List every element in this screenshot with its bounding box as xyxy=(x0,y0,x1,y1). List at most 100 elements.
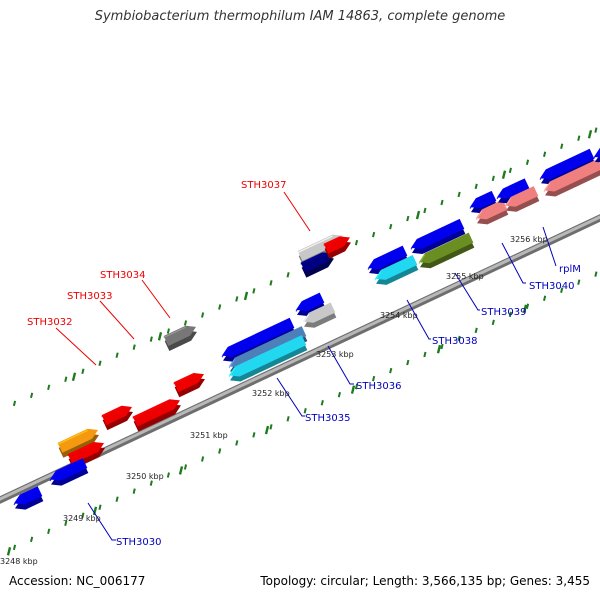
tick-dots-upper-dot xyxy=(286,272,290,278)
tick-dots-upper-dot xyxy=(389,223,393,230)
tick-dots-lower-dot xyxy=(337,391,341,398)
gene-STH3032-highlight xyxy=(67,442,94,457)
tick-dots-lower-dot xyxy=(235,440,239,446)
tick-dots-upper-dot xyxy=(235,296,239,302)
gene-STH3037-highlight xyxy=(323,237,340,246)
leader-STH3035 xyxy=(276,377,305,417)
major-tick-lower xyxy=(264,425,270,435)
gene-blue-g-face xyxy=(540,148,595,180)
gene-STH3036-highlight xyxy=(302,313,310,324)
tick-dots-layer xyxy=(0,127,598,556)
gene-blue-b xyxy=(295,292,326,317)
major-tick-upper xyxy=(501,170,507,179)
tick-dots-upper-dot xyxy=(81,368,85,374)
gene-salmon-a-highlight xyxy=(475,210,483,221)
scale-label-7: 3255 kbp xyxy=(446,272,484,281)
tick-dots-upper-dot xyxy=(372,231,376,238)
tick-dots-lower-dot xyxy=(457,335,461,342)
leader-STH3030 xyxy=(87,502,116,541)
tick-dots-upper-dot xyxy=(98,360,102,366)
leader-STH3037 xyxy=(283,191,311,232)
gene-steel-highlight xyxy=(228,358,236,369)
gene-STH3039 xyxy=(418,232,475,269)
gene-blue-b-highlight xyxy=(295,302,303,312)
tick-dots-upper-dot xyxy=(30,392,34,399)
major-tick-upper xyxy=(71,372,77,382)
gene-blue-c-face xyxy=(368,245,408,270)
gene-rplM-face xyxy=(544,159,600,192)
tick-dots-lower-dot xyxy=(372,375,376,382)
scale-label-2: 3250 kbp xyxy=(126,472,164,481)
leader-STH3039 xyxy=(454,272,480,311)
tick-dots-lower-dot xyxy=(286,416,290,422)
gene-blue-e-highlight xyxy=(469,199,477,209)
gene-blue-h-highlight xyxy=(593,149,600,159)
gene-navy xyxy=(300,252,334,278)
label-STH3038: STH3038 xyxy=(432,336,477,347)
gene-STH3030b xyxy=(49,458,89,486)
tick-dots-lower-dot xyxy=(47,528,51,535)
gene-blue-e-face xyxy=(470,190,497,209)
gene-salmon-b-face xyxy=(505,186,539,207)
tick-dots-upper-dot xyxy=(218,304,222,310)
gene-STH3030b-highlight xyxy=(49,471,57,482)
leader-STH3034 xyxy=(141,279,171,319)
label-rplM: rplM xyxy=(559,264,581,275)
gene-STH3039-face xyxy=(419,232,474,264)
tick-dots-lower-dot xyxy=(30,536,34,543)
gene-gray-highlight xyxy=(163,326,186,339)
label-STH3033: STH3033 xyxy=(67,291,112,302)
label-STH3034: STH3034 xyxy=(100,270,145,281)
tick-dots-lower-dot xyxy=(560,287,564,293)
tick-dots-lower-dot xyxy=(98,504,102,510)
label-STH3037: STH3037 xyxy=(241,180,286,191)
tick-dots-upper-dot xyxy=(491,175,495,182)
gene-STH3036 xyxy=(302,302,337,328)
gene-STH3033-highlight xyxy=(101,406,122,418)
leader-STH3036 xyxy=(327,345,354,385)
gene-salmon-b-highlight xyxy=(504,198,512,208)
leader-STH3038 xyxy=(406,299,431,340)
gene-STH3030a-highlight xyxy=(13,495,21,506)
tick-dots-lower-dot xyxy=(132,488,136,494)
scale-label-4: 3252 kbp xyxy=(252,389,290,398)
tick-dots-upper-dot xyxy=(457,191,461,198)
tick-dots-upper-dot xyxy=(132,344,136,350)
map-title: Symbiobacterium thermophilum IAM 14863, … xyxy=(94,9,506,24)
tick-dots-lower-dot xyxy=(115,496,119,502)
gene-orange-face xyxy=(57,428,98,453)
tick-dots-lower-dot xyxy=(218,448,222,454)
gene-STH3036-face xyxy=(303,302,336,323)
gene-STH3033 xyxy=(101,405,133,431)
gene-orange-highlight xyxy=(57,429,88,445)
tick-dots-lower-dot xyxy=(406,359,410,366)
tick-dots-lower-dot xyxy=(303,408,307,414)
major-tick-upper xyxy=(587,129,593,139)
major-tick-upper xyxy=(157,332,163,341)
tick-dots-lower-dot xyxy=(491,319,495,326)
gene-blue-a-highlight xyxy=(221,348,229,358)
gene-STH3030a-face xyxy=(14,486,43,505)
tick-dots-lower-dot xyxy=(440,343,444,350)
gene-blue-a-face xyxy=(222,317,295,357)
label-STH3039: STH3039 xyxy=(481,307,526,318)
gene-STH3038 xyxy=(374,254,419,285)
tick-dots-lower-dot xyxy=(12,544,17,551)
gene-STH3034b-face xyxy=(173,372,204,393)
scale-label-5: 3253 kbp xyxy=(316,350,354,359)
gene-STH3037 xyxy=(323,236,351,259)
gene-blue-b-face xyxy=(296,292,325,312)
scale-label-8: 3256 kbp xyxy=(510,235,548,244)
gene-blue-a xyxy=(221,317,296,362)
major-tick-upper xyxy=(415,210,421,220)
tick-dots-lower-dot xyxy=(594,271,598,277)
genes-layer xyxy=(13,147,600,510)
tick-dots-lower-dot xyxy=(423,351,427,358)
gene-blue-f-face xyxy=(497,178,530,199)
genome-summary-text: Topology: circular; Length: 3,566,135 bp… xyxy=(260,574,590,588)
gene-rplM-highlight xyxy=(543,182,551,193)
tick-dots-lower-dot xyxy=(64,520,68,527)
tick-dots-upper-dot xyxy=(149,336,153,342)
tick-dots-upper-dot xyxy=(508,167,512,174)
gene-STH3035 xyxy=(228,335,308,382)
